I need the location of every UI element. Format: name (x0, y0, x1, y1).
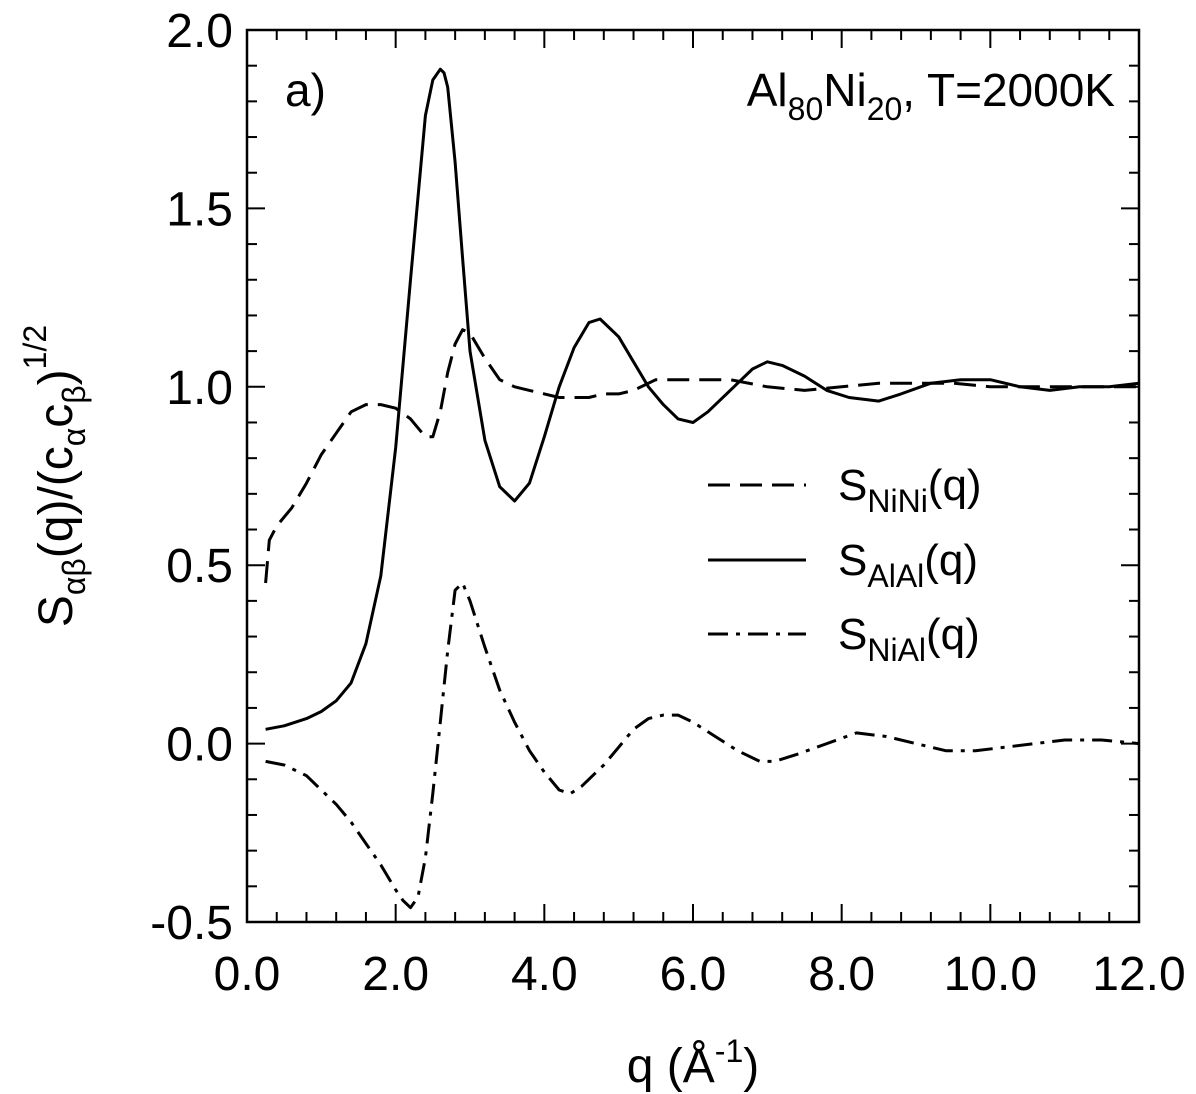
plot-frame (245, 28, 1141, 924)
legend-label-nini: SNiNi(q) (838, 461, 982, 519)
x-tick-label: 6.0 (660, 948, 727, 1001)
panel-label: a) (285, 64, 326, 116)
y-tick-label: 1.5 (166, 183, 233, 236)
y-axis-title: Sαβ(q)/(cαcβ)1/2 (17, 325, 92, 627)
legend-label-alal: SAlAl(q) (838, 536, 978, 594)
y-tick-label: 2.0 (166, 5, 233, 58)
series-line-nial (265, 581, 1140, 910)
x-tick-label: 0.0 (214, 948, 281, 1001)
x-tick-label: 10.0 (944, 948, 1037, 1001)
y-tick-label: 1.0 (166, 362, 233, 415)
tick-labels: 0.0 2.0 4.0 6.0 8.0 10.0 12.0-0.50.00.51.01.52… (150, 5, 1185, 1001)
series-line-nini (264, 328, 1139, 584)
x-tick-label: 8.0 (808, 948, 875, 1001)
y-tick-label: 0.5 (166, 540, 233, 593)
system-annotation: Al80Ni20, T=2000K (747, 64, 1116, 127)
legend: SNiNi(q) SAlAl(q) SNiAl(q) (708, 461, 982, 668)
series-lines (264, 67, 1140, 910)
y-tick-label: -0.5 (150, 897, 233, 950)
axis-ticks (246, 29, 1140, 923)
legend-label-nial: SNiAl(q) (838, 610, 980, 668)
x-tick-label: 12.0 (1092, 948, 1185, 1001)
series-line-alal (265, 67, 1140, 731)
y-tick-label: 0.0 (166, 719, 233, 772)
x-tick-label: 2.0 (362, 948, 429, 1001)
x-axis-title: q (Å-1) (627, 1033, 759, 1093)
x-tick-label: 4.0 (511, 948, 578, 1001)
